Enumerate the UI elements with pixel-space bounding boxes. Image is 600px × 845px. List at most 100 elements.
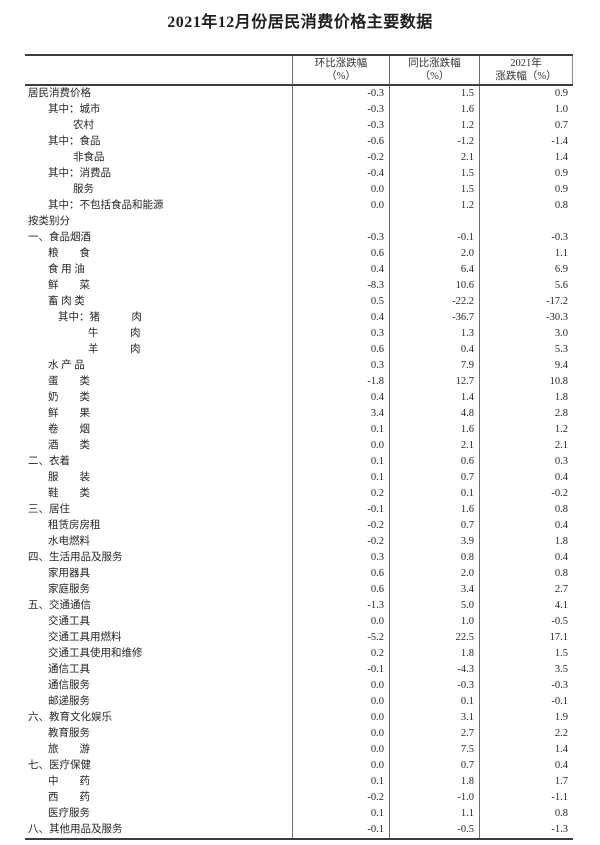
row-annual-value: 6.9 (554, 264, 568, 275)
row-mom-value: 0.0 (293, 182, 390, 198)
row-yoy-value: -4.3 (390, 662, 480, 678)
table-row: 奶 类 0.4 1.4 1.8 (25, 390, 573, 406)
row-annual-value: -1.1 (551, 792, 568, 803)
table-row: 粮 食 0.6 2.0 1.1 (25, 246, 573, 262)
row-annual-value: 0.3 (554, 456, 568, 467)
table-row: 七、医疗保健 0.0 0.7 0.4 (25, 758, 573, 774)
row-yoy-value: -36.7 (390, 310, 480, 326)
row-label: 鞋 类 (25, 486, 293, 502)
row-annual-value: 0.4 (554, 472, 568, 483)
row-yoy-value: 0.7 (390, 758, 480, 774)
row-annual-value: 1.4 (554, 152, 568, 163)
row-annual-value: 0.9 (554, 184, 568, 195)
row-annual-value: 2.8 (554, 408, 568, 419)
row-yoy-value: 4.8 (390, 406, 480, 422)
row-mom-value: 0.3 (293, 358, 390, 374)
table-row: 二、衣着 0.1 0.6 0.3 (25, 454, 573, 470)
row-yoy-value: 3.9 (390, 534, 480, 550)
row-label: 羊 肉 (25, 342, 293, 358)
row-annual-value: -0.3 (551, 232, 568, 243)
header-yoy-line1: 同比涨跌幅 (408, 58, 461, 69)
row-yoy-value: 1.8 (390, 646, 480, 662)
row-mom-value: -0.6 (293, 134, 390, 150)
row-mom-value: 0.4 (293, 262, 390, 278)
row-label: 畜 肉 类 (25, 294, 293, 310)
row-label: 西 药 (25, 790, 293, 806)
row-label: 租赁房房租 (25, 518, 293, 534)
row-annual-value: 17.1 (549, 632, 568, 643)
table-row: 其中：猪 肉 0.4 -36.7 -30.3 (25, 310, 573, 326)
row-yoy-value: 0.6 (390, 454, 480, 470)
row-mom-value: 0.0 (293, 694, 390, 710)
row-yoy-value (390, 214, 480, 230)
row-label: 其中：不包括食品和能源 (25, 198, 293, 214)
row-yoy-value: 6.4 (390, 262, 480, 278)
table-row: 医疗服务 0.1 1.1 0.8 (25, 806, 573, 822)
page: 2021年12月份居民消费价格主要数据 环比涨跌幅 （%） 同比涨跌幅 （%） … (0, 8, 600, 840)
row-mom-value: 0.6 (293, 582, 390, 598)
table-row: 居民消费价格 -0.3 1.5 0.9 (25, 86, 573, 102)
table-row: 旅 游 0.0 7.5 1.4 (25, 742, 573, 758)
row-label: 交通工具 (25, 614, 293, 630)
row-annual-value (480, 214, 573, 230)
cpi-data-table: 环比涨跌幅 （%） 同比涨跌幅 （%） 2021年 涨跌幅（%） 居民消费价格 -… (25, 54, 573, 840)
row-label: 三、居住 (25, 502, 293, 518)
row-annual-value: -1.3 (551, 824, 568, 835)
table-row: 交通工具 0.0 1.0 -0.5 (25, 614, 573, 630)
row-label: 水电燃料 (25, 534, 293, 550)
row-label: 交通工具使用和维修 (25, 646, 293, 662)
table-row: 四、生活用品及服务 0.3 0.8 0.4 (25, 550, 573, 566)
table-row: 租赁房房租 -0.2 0.7 0.4 (25, 518, 573, 534)
row-annual-value: 0.4 (554, 552, 568, 563)
row-annual-value: 0.4 (554, 520, 568, 531)
row-label: 鲜 果 (25, 406, 293, 422)
row-yoy-value: 0.4 (390, 342, 480, 358)
row-annual-value: 2.2 (554, 728, 568, 739)
table-row: 蛋 类 -1.8 12.7 10.8 (25, 374, 573, 390)
table-row: 食 用 油 0.4 6.4 6.9 (25, 262, 573, 278)
row-annual-value: 3.5 (554, 664, 568, 675)
table-row: 家用器具 0.6 2.0 0.8 (25, 566, 573, 582)
row-label: 食 用 油 (25, 262, 293, 278)
row-yoy-value: 7.9 (390, 358, 480, 374)
row-label: 中 药 (25, 774, 293, 790)
row-label: 奶 类 (25, 390, 293, 406)
row-mom-value: -0.4 (293, 166, 390, 182)
row-mom-value (293, 214, 390, 230)
row-annual-value: 9.4 (554, 360, 568, 371)
row-annual-value: 1.5 (554, 648, 568, 659)
row-yoy-value: 2.0 (390, 246, 480, 262)
row-label: 粮 食 (25, 246, 293, 262)
row-annual-value: 0.7 (554, 120, 568, 131)
row-label: 四、生活用品及服务 (25, 550, 293, 566)
row-annual-value: 1.8 (554, 392, 568, 403)
row-yoy-value: 2.1 (390, 438, 480, 454)
row-annual-value: 0.9 (554, 88, 568, 99)
row-annual-value: 0.8 (554, 504, 568, 515)
header-annual-change: 2021年 涨跌幅（%） (480, 56, 573, 84)
row-yoy-value: 7.5 (390, 742, 480, 758)
row-yoy-value: 5.0 (390, 598, 480, 614)
row-yoy-value: -22.2 (390, 294, 480, 310)
row-mom-value: 0.0 (293, 438, 390, 454)
row-label: 医疗服务 (25, 806, 293, 822)
row-mom-value: 0.5 (293, 294, 390, 310)
row-annual-value: 1.7 (554, 776, 568, 787)
row-annual-value: -0.3 (551, 680, 568, 691)
row-label: 牛 肉 (25, 326, 293, 342)
table-row: 其中：城市 -0.3 1.6 1.0 (25, 102, 573, 118)
row-label: 家庭服务 (25, 582, 293, 598)
header-yoy-line2: （%） (419, 71, 450, 82)
table-row: 酒 类 0.0 2.1 2.1 (25, 438, 573, 454)
row-yoy-value: 3.4 (390, 582, 480, 598)
table-row: 西 药 -0.2 -1.0 -1.1 (25, 790, 573, 806)
row-mom-value: -0.3 (293, 230, 390, 246)
table-row: 其中：消费品 -0.4 1.5 0.9 (25, 166, 573, 182)
row-annual-value: 0.8 (554, 200, 568, 211)
row-mom-value: 0.2 (293, 486, 390, 502)
row-yoy-value: -0.5 (390, 822, 480, 838)
row-annual-value: 2.1 (554, 440, 568, 451)
row-annual-value: -0.2 (551, 488, 568, 499)
page-title: 2021年12月份居民消费价格主要数据 (167, 14, 433, 31)
row-annual-value: -0.1 (551, 696, 568, 707)
